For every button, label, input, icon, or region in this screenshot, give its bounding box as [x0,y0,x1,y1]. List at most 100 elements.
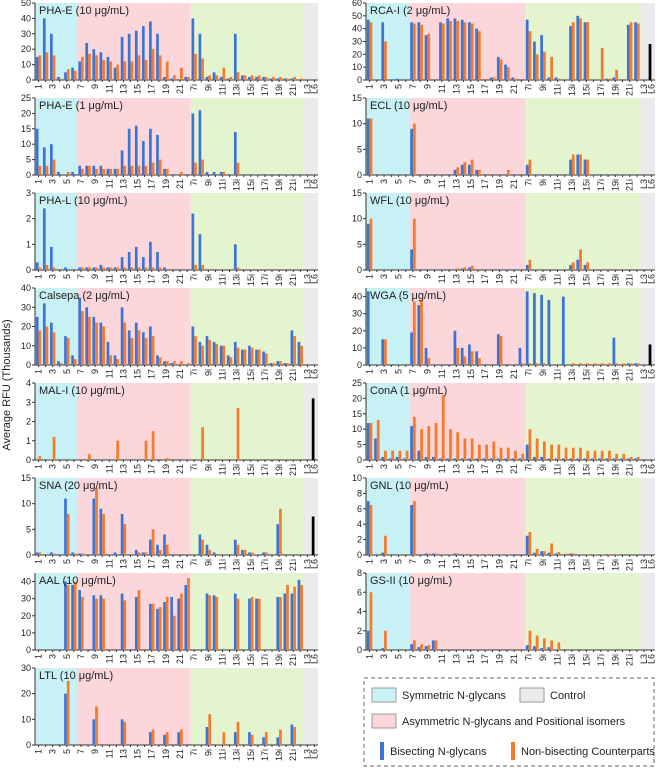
x-tick-label: 21i [288,559,298,571]
bar [460,19,464,80]
bar [233,244,237,270]
bar [449,554,452,555]
x-tick-label: L3 [302,749,312,759]
bar [496,554,500,555]
bar [71,355,74,365]
bar [233,593,237,650]
x-tick-label: 21 [175,559,185,569]
bar [427,426,431,460]
bar [410,22,413,80]
x-tick-label: 11i [217,464,227,475]
bar [417,22,421,80]
bar [236,598,240,650]
bar [276,524,280,555]
x-tick-label: 21 [175,654,185,664]
bar [165,544,169,555]
bar [42,147,46,175]
x-tick-label: 11 [437,274,447,283]
bar [57,171,60,175]
x-tick-label: 19 [495,369,505,379]
bar [441,395,445,460]
bar [78,297,81,365]
bar [424,35,428,80]
bar [64,336,67,365]
bar [388,458,392,460]
x-tick-label: 15i [581,654,591,666]
bar [180,593,183,650]
y-tick-label: 60 [352,0,362,8]
bar [95,168,98,175]
bar [648,344,652,365]
x-tick-label: 17 [480,464,490,474]
bar [201,159,204,175]
region [524,383,641,460]
x-tick-label: 19 [161,274,171,284]
bar [264,76,268,80]
bar [499,59,503,80]
bar [134,30,138,80]
bar [42,303,46,365]
x-tick-label: 9i [538,559,548,566]
bar [293,586,296,650]
region [366,573,410,650]
bar [293,76,296,80]
bar [463,162,467,175]
region [524,478,641,555]
y-tick-label: 3 [26,397,31,407]
x-tick-label: 11i [552,369,562,380]
x-tick-label: 21i [288,654,298,666]
x-tick-label: 19 [161,464,171,474]
bar [80,168,84,175]
bar [446,554,450,555]
bar [615,554,619,555]
bar [629,363,633,365]
bar [489,77,493,80]
x-tick-label: 21 [509,654,519,664]
bar [78,267,81,270]
panel-title: RCA-I (2 μg/mL) [370,5,450,17]
bar [571,22,575,80]
x-tick-label: 3 [48,369,58,374]
bar [141,552,145,555]
bar [219,76,223,80]
legend-label: Symmetric N-glycans [402,690,506,702]
bar [453,18,457,80]
bar [276,596,280,650]
x-tick-label: 19i [610,654,620,666]
bar [456,167,460,175]
y-tick-label: 20 [352,326,362,336]
bar [395,456,399,460]
bar [201,264,204,270]
x-tick-label: 7i [524,84,534,91]
bar [80,311,84,365]
x-tick-label: 13 [451,274,461,284]
x-tick-label: 21i [288,369,298,381]
bar [116,168,120,175]
bar [276,361,280,365]
bar [127,330,131,365]
bar [463,438,467,460]
bar [525,645,529,650]
x-tick-label: 17i [260,84,270,96]
x-tick-label: 1 [34,179,44,184]
bar [533,293,536,365]
bar [612,554,616,555]
x-tick-label: 13 [118,559,128,569]
bar [384,535,387,555]
y-tick-label: 0 [357,75,362,85]
bar [619,458,623,460]
bar [92,49,96,80]
x-tick-label: 21i [625,654,635,666]
x-tick-label: L3 [639,369,649,379]
x-tick-label: 17 [480,559,490,569]
region [190,193,304,270]
bar [95,488,98,555]
bar [366,118,370,175]
y-tick-label: 10 [352,424,362,434]
bar [518,458,522,460]
bar [156,33,159,80]
bar [477,31,481,80]
bar [64,498,67,555]
y-tick-label: 0 [357,550,362,560]
x-tick-label: 9i [203,369,213,376]
